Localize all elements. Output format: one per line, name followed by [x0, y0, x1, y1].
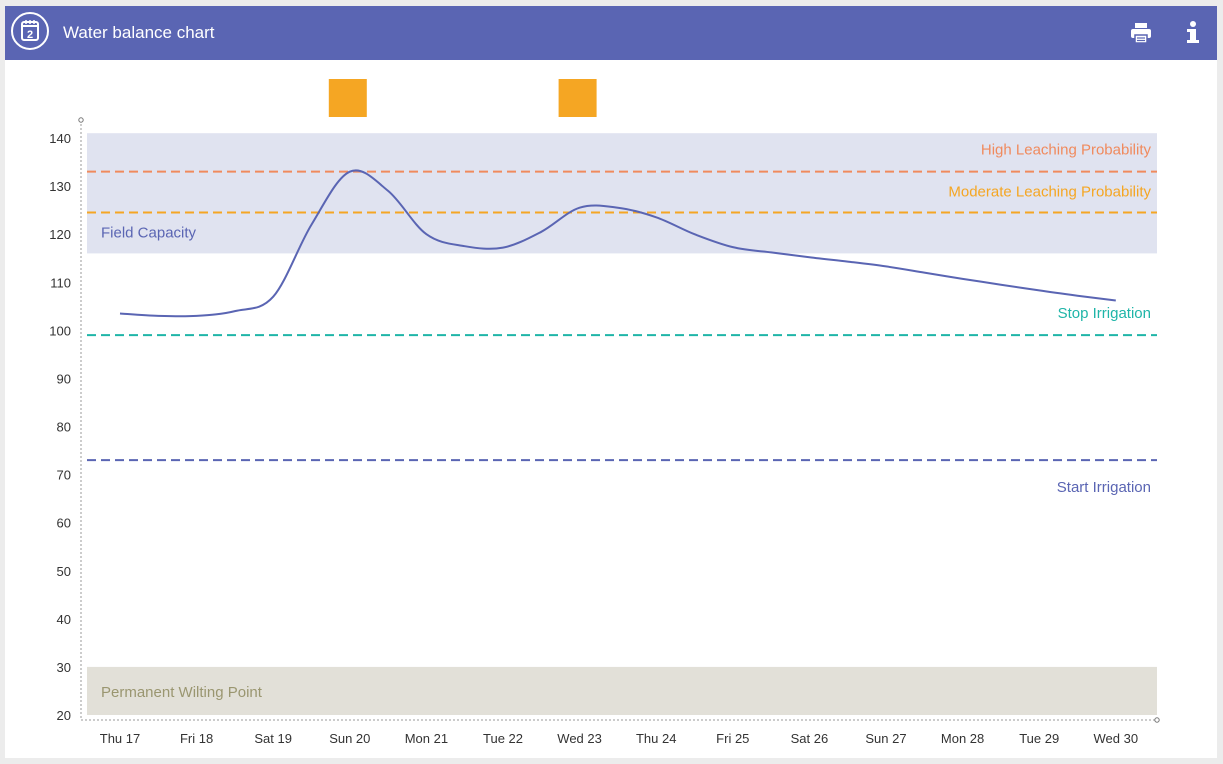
- calendar-icon: 2: [11, 12, 49, 50]
- x-tick-label: Sun 27: [865, 731, 906, 746]
- field-capacity-band: [87, 133, 1157, 254]
- x-tick-label: Tue 22: [483, 731, 523, 746]
- high-leaching-label: High Leaching Probability: [981, 142, 1152, 159]
- x-tick-label: Sat 19: [254, 731, 292, 746]
- y-tick-label: 110: [50, 275, 71, 290]
- x-tick-label: Wed 30: [1094, 731, 1139, 746]
- y-tick-label: 40: [57, 612, 71, 627]
- x-tick-label: Tue 29: [1019, 731, 1059, 746]
- print-icon[interactable]: [1129, 21, 1153, 45]
- field-capacity-label: Field Capacity: [101, 224, 197, 241]
- x-axis-end-marker: [1154, 717, 1160, 723]
- x-tick-label: Fri 25: [716, 731, 749, 746]
- y-tick-label: 90: [57, 371, 71, 386]
- y-tick-label: 140: [49, 131, 71, 146]
- irrigation-event-marker: [328, 79, 367, 117]
- y-axis-end-marker: [78, 117, 84, 123]
- x-tick-label: Thu 24: [636, 731, 676, 746]
- calendar-digit: 2: [27, 29, 33, 41]
- x-tick-label: Sun 20: [329, 731, 370, 746]
- y-tick-label: 80: [57, 420, 71, 435]
- y-tick-label: 130: [49, 179, 71, 194]
- x-tick-label: Sat 26: [791, 731, 829, 746]
- water-balance-line: [119, 169, 1116, 318]
- x-tick-label: Thu 17: [100, 731, 140, 746]
- stop-irrigation-label: Stop Irrigation: [1058, 305, 1151, 322]
- panel-header: 2 Water balance chart: [5, 6, 1217, 60]
- y-tick-label: 120: [49, 227, 71, 242]
- irrigation-event-marker: [558, 79, 597, 117]
- y-tick-label: 20: [57, 708, 71, 723]
- x-tick-label: Wed 23: [557, 731, 602, 746]
- x-tick-label: Mon 28: [941, 731, 984, 746]
- chart-panel: 2 Water balance chart Field Capacity Perm…: [5, 6, 1217, 758]
- y-tick-label: 100: [49, 323, 71, 338]
- chart-title: Water balance chart: [63, 23, 215, 42]
- wilting-point-label: Permanent Wilting Point: [101, 684, 263, 701]
- x-tick-label: Fri 18: [180, 731, 213, 746]
- x-tick-label: Mon 21: [405, 731, 448, 746]
- start-irrigation-label: Start Irrigation: [1057, 479, 1151, 496]
- y-tick-label: 30: [57, 660, 71, 675]
- wilting-point-band: [87, 666, 1157, 715]
- water-balance-chart: Field Capacity Permanent Wilting Point Hig…: [49, 79, 1160, 746]
- info-icon[interactable]: [1183, 20, 1203, 46]
- moderate-leaching-label: Moderate Leaching Probability: [948, 184, 1151, 201]
- y-tick-label: 70: [57, 468, 71, 483]
- y-tick-label: 60: [57, 516, 71, 531]
- y-tick-label: 50: [57, 564, 71, 579]
